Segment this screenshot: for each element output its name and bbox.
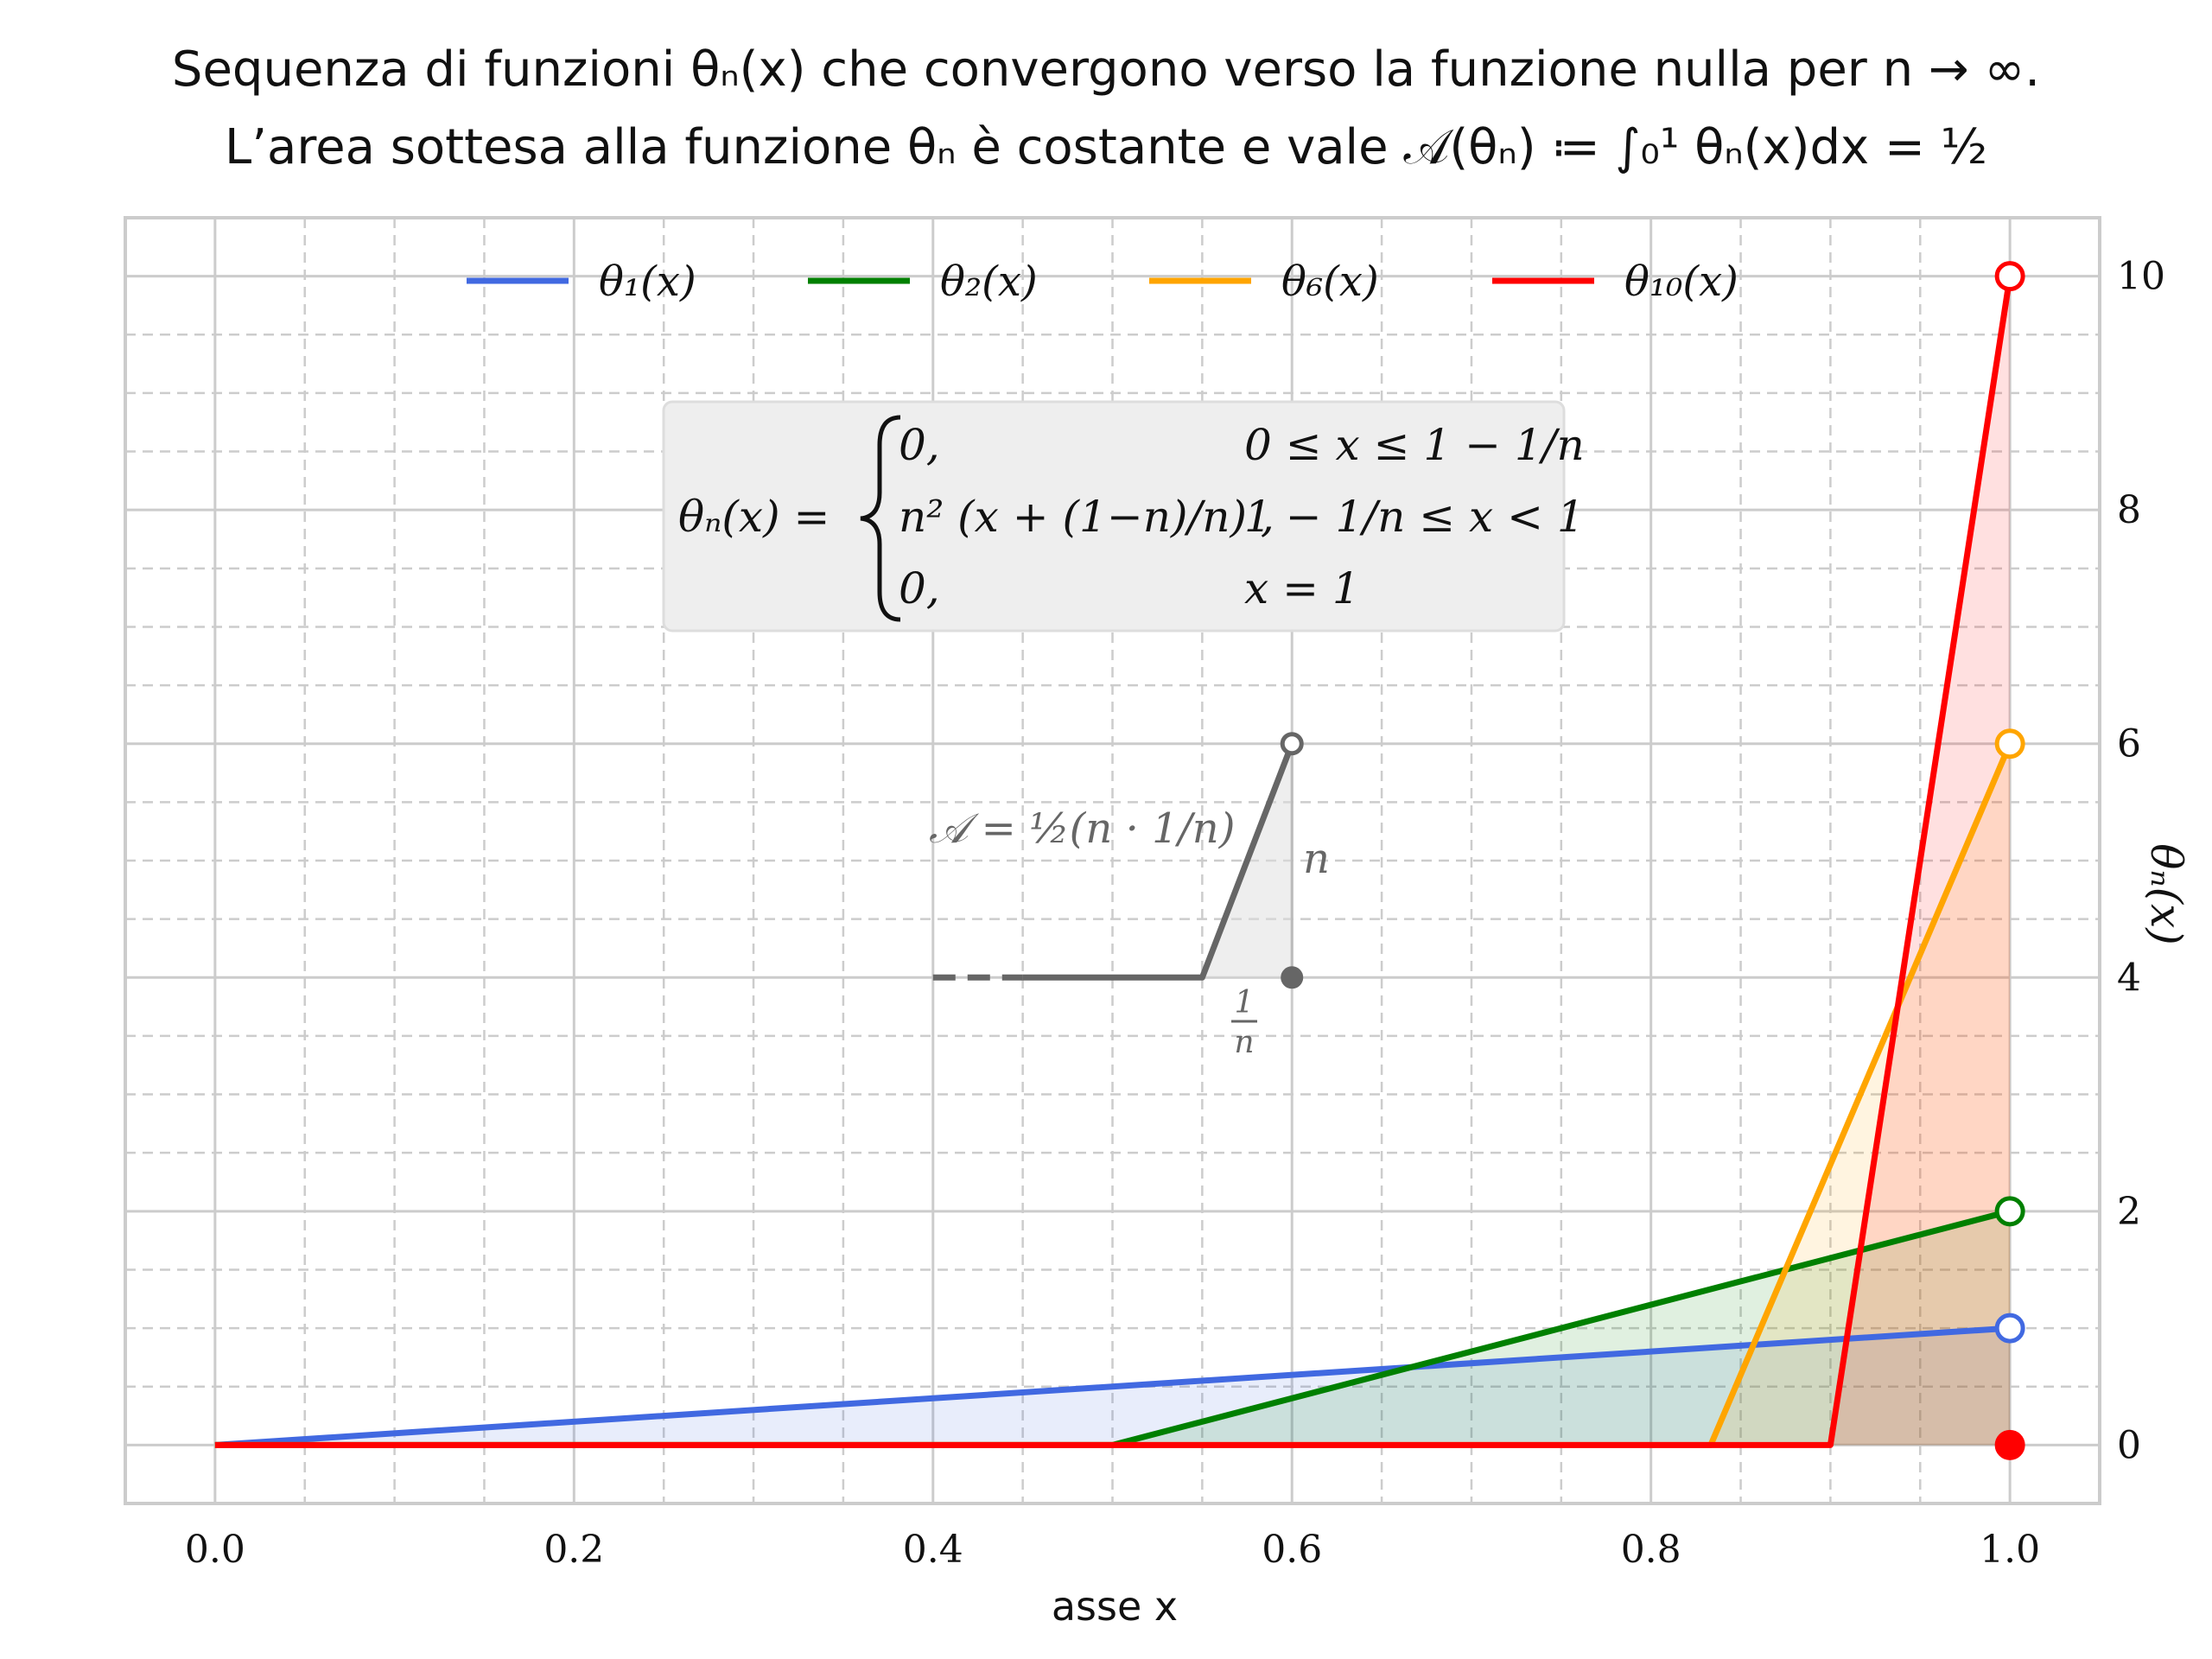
area-fill-theta2 bbox=[214, 1211, 2011, 1446]
inset-solid-line bbox=[1022, 742, 1295, 981]
x-axis-label: asse x bbox=[1052, 1583, 1178, 1630]
x-tick-label: 0.8 bbox=[1621, 1528, 1681, 1572]
x-tick-label: 0.6 bbox=[1262, 1528, 1322, 1572]
y-axis-label: θₙ(x) bbox=[2141, 843, 2191, 945]
open-marker-theta1 bbox=[1994, 1313, 2025, 1344]
inset-base-label-num: 1 bbox=[1235, 985, 1255, 1020]
formula-row1-expr: 0, bbox=[899, 420, 940, 470]
chart-title-line2: L’area sottesa alla funzione θₙ è costan… bbox=[225, 119, 1987, 175]
inset-triangle bbox=[932, 732, 1304, 989]
open-marker-theta10 bbox=[1994, 261, 2025, 292]
x-tick-label: 0.2 bbox=[543, 1528, 604, 1572]
formula-box-background bbox=[662, 400, 1566, 632]
x-tick-label: 0.0 bbox=[185, 1528, 245, 1572]
x-tick-label: 1.0 bbox=[1980, 1528, 2040, 1572]
area-fill-theta6 bbox=[214, 743, 2011, 1446]
legend-label-theta2: θ₂(x) bbox=[940, 257, 1038, 306]
inset-base-label-den: n bbox=[1234, 1025, 1254, 1060]
series-line-theta10 bbox=[214, 276, 2013, 1448]
formula-row1-cond: 0 ≤ x ≤ 1 − 1/n bbox=[1244, 420, 1585, 470]
endpoint-markers bbox=[1994, 261, 2025, 1460]
y-tick-label: 2 bbox=[2117, 1190, 2141, 1234]
series-lines bbox=[214, 276, 2013, 1448]
filled-marker-origin bbox=[1994, 1429, 2025, 1460]
x-axis-ticks: 0.0 0.2 0.4 0.6 0.8 1.0 bbox=[185, 1528, 2040, 1572]
y-axis-ticks: 0 2 4 6 8 10 bbox=[2117, 255, 2165, 1468]
x-tick-label: 0.4 bbox=[903, 1528, 963, 1572]
y-tick-label: 8 bbox=[2117, 488, 2141, 532]
formula-row3-expr: 0, bbox=[899, 563, 940, 613]
y-tick-label: 0 bbox=[2117, 1423, 2141, 1467]
inset-height-label: n bbox=[1303, 835, 1330, 883]
inset-closed-point bbox=[1281, 966, 1304, 989]
legend-label-theta1: θ₁(x) bbox=[599, 257, 696, 306]
formula-row2-cond: 1 − 1/n ≤ x < 1 bbox=[1244, 492, 1585, 542]
legend-label-theta10: θ₁₀(x) bbox=[1624, 257, 1738, 306]
legend-label-theta6: θ₆(x) bbox=[1281, 257, 1379, 306]
chart-title-line1: Sequenza di funzioni θₙ(x) che convergon… bbox=[171, 41, 2041, 98]
formula-brace bbox=[860, 415, 901, 622]
open-marker-theta2 bbox=[1994, 1196, 2025, 1227]
formula-lhs: θₙ(x) = bbox=[678, 492, 830, 542]
y-tick-label: 6 bbox=[2117, 722, 2141, 766]
inset-open-point bbox=[1280, 732, 1304, 756]
legend: θ₁(x) θ₂(x) θ₆(x) θ₁₀(x) bbox=[467, 257, 1738, 306]
open-marker-theta6 bbox=[1994, 728, 2025, 760]
y-tick-label: 10 bbox=[2117, 255, 2165, 299]
plot-frame bbox=[124, 216, 2101, 1505]
formula-row2-expr: n² (x + (1−n)/n) , bbox=[899, 492, 1274, 542]
formula-row3-cond: x = 1 bbox=[1244, 563, 1360, 613]
y-tick-label: 4 bbox=[2117, 956, 2141, 1000]
series-line-theta1 bbox=[214, 1325, 2011, 1448]
inset-area-label: 𝒜 = ½(n · 1/n) bbox=[929, 804, 1235, 853]
formula-box: θₙ(x) = 0, 0 ≤ x ≤ 1 − 1/n n² (x + (1−n)… bbox=[662, 400, 1585, 632]
